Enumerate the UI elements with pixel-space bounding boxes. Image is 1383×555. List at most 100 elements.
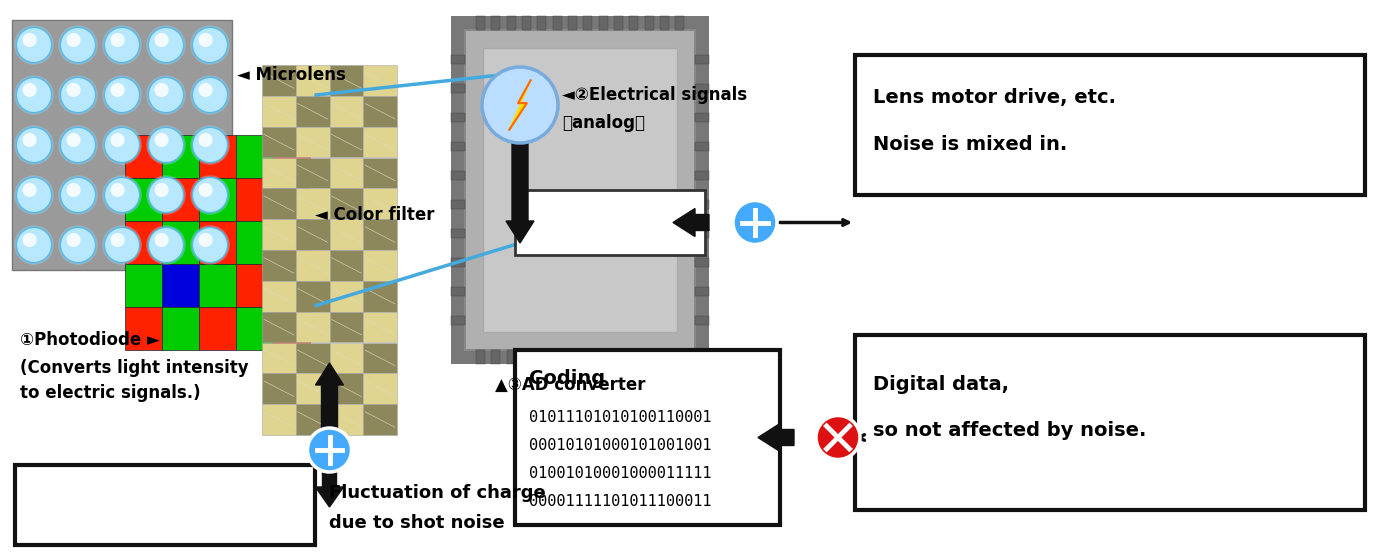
FancyArrow shape [674, 209, 709, 236]
Text: due to shot noise: due to shot noise [329, 514, 505, 532]
Text: Coding: Coding [530, 369, 606, 387]
Bar [506, 16, 516, 30]
Bar [451, 54, 465, 64]
Bar [236, 221, 272, 264]
Circle shape [14, 175, 54, 215]
Bar [15, 465, 315, 545]
Circle shape [104, 77, 140, 113]
Circle shape [111, 33, 124, 47]
Bar [644, 16, 654, 30]
Text: Lens motor drive, etc.: Lens motor drive, etc. [873, 88, 1116, 107]
Circle shape [22, 33, 36, 47]
Bar [568, 16, 577, 30]
Bar [552, 350, 561, 364]
Bar [451, 316, 465, 325]
Bar [629, 16, 638, 30]
FancyArrow shape [506, 143, 534, 243]
Circle shape [199, 33, 213, 47]
Bar [329, 342, 364, 374]
Circle shape [155, 83, 169, 97]
Circle shape [58, 25, 98, 65]
Circle shape [58, 75, 98, 115]
Bar [537, 350, 546, 364]
Circle shape [66, 83, 80, 97]
Text: 01001010001000011111: 01001010001000011111 [530, 467, 711, 482]
Circle shape [155, 133, 169, 147]
Bar [236, 264, 272, 307]
Bar [261, 219, 296, 250]
Bar [296, 281, 329, 312]
Polygon shape [509, 80, 531, 130]
Circle shape [102, 25, 142, 65]
Text: ◄ Microlens: ◄ Microlens [236, 66, 346, 84]
Bar [329, 404, 364, 435]
Bar [614, 350, 622, 364]
Bar [451, 258, 465, 267]
Bar [199, 264, 236, 307]
Bar [329, 312, 364, 342]
Bar [272, 221, 310, 264]
Bar [451, 287, 465, 296]
Circle shape [147, 175, 185, 215]
Circle shape [61, 178, 95, 213]
Circle shape [22, 233, 36, 247]
Bar [199, 307, 236, 350]
Circle shape [61, 128, 95, 163]
Circle shape [66, 233, 80, 247]
Bar [261, 281, 296, 312]
Circle shape [104, 128, 140, 163]
Circle shape [191, 25, 230, 65]
Bar [162, 307, 199, 350]
Bar [199, 221, 236, 264]
Circle shape [191, 225, 230, 265]
Circle shape [22, 183, 36, 197]
Circle shape [14, 125, 54, 165]
Bar [696, 171, 709, 180]
Bar [329, 374, 364, 404]
Bar [364, 96, 397, 127]
Bar [261, 96, 296, 127]
Bar [364, 188, 397, 219]
Bar [199, 178, 236, 221]
Bar [261, 250, 296, 281]
Text: ◄ Color filter: ◄ Color filter [315, 206, 434, 224]
Circle shape [307, 428, 351, 472]
Bar [364, 158, 397, 188]
Circle shape [199, 183, 213, 197]
Bar [329, 127, 364, 158]
Circle shape [61, 27, 95, 63]
Bar [236, 178, 272, 221]
Text: (Converts light intensity: (Converts light intensity [19, 359, 249, 377]
Bar [614, 16, 622, 30]
Circle shape [192, 77, 228, 113]
Circle shape [102, 175, 142, 215]
Bar [364, 250, 397, 281]
Bar [236, 307, 272, 350]
Bar [296, 404, 329, 435]
Bar [329, 65, 364, 96]
Circle shape [155, 183, 169, 197]
Bar [483, 48, 678, 332]
Circle shape [104, 27, 140, 63]
Circle shape [192, 27, 228, 63]
Circle shape [191, 175, 230, 215]
Circle shape [17, 128, 51, 163]
Bar [296, 188, 329, 219]
Bar [261, 65, 296, 96]
Bar [696, 54, 709, 64]
Bar [162, 135, 199, 178]
Bar [451, 16, 709, 364]
Circle shape [147, 225, 185, 265]
Bar [329, 219, 364, 250]
FancyArrow shape [315, 472, 343, 507]
Bar [855, 335, 1365, 510]
Bar [364, 281, 397, 312]
Text: to electric signals.): to electric signals.) [19, 384, 201, 402]
Circle shape [148, 178, 184, 213]
Circle shape [111, 233, 124, 247]
FancyArrow shape [315, 363, 343, 428]
Bar [476, 350, 485, 364]
Circle shape [733, 200, 777, 245]
Bar [296, 250, 329, 281]
Bar [451, 113, 465, 122]
